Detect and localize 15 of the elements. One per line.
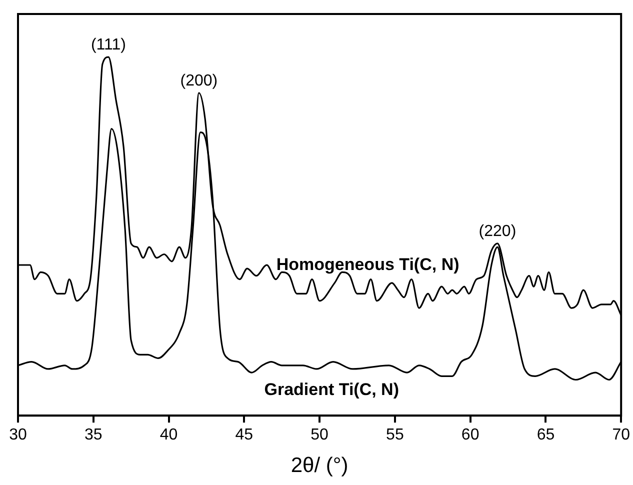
annotation: (111) [90,36,126,54]
x-axis-title: 2θ/ (°) [290,454,348,478]
x-tick-label: 45 [235,426,254,444]
x-tick-label: 40 [160,426,178,444]
x-tick-label: 55 [386,426,404,444]
x-tick-label: 70 [612,426,630,444]
annotation: (220) [478,222,516,240]
x-tick-label: 65 [536,426,555,444]
series-label: Gradient Ti(C, N) [264,380,399,399]
annotation: (200) [180,72,218,90]
x-tick-label: 35 [84,426,102,444]
series-label: Homogeneous Ti(C, N) [276,254,460,274]
x-tick-label: 50 [310,426,329,444]
x-tick-label: 30 [9,426,27,444]
x-tick-label: 60 [461,426,480,444]
